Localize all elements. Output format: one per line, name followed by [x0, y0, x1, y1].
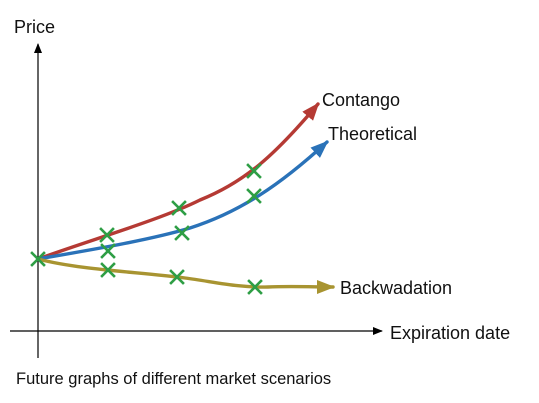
figure-caption: Future graphs of different market scenar…	[16, 370, 331, 388]
backwadation-x-mark-icon	[247, 279, 263, 295]
backwadation-curve	[36, 257, 335, 294]
theoretical-x-mark-icon	[174, 225, 190, 241]
backwadation-x-mark-icon	[100, 262, 116, 278]
contango-x-mark-icon	[171, 200, 187, 216]
theoretical-label: Theoretical	[328, 124, 417, 144]
contango-label: Contango	[322, 90, 400, 110]
contango-x-mark-icon	[246, 163, 262, 179]
backwadation-x-mark-icon	[169, 269, 185, 285]
contango-curve	[36, 102, 320, 261]
theoretical-x-mark-icon	[246, 188, 262, 204]
x-axis-label: Expiration date	[390, 323, 510, 343]
y-axis-label: Price	[14, 17, 55, 37]
theoretical-x-mark-icon	[100, 243, 116, 259]
backwadation-label: Backwadation	[340, 278, 452, 298]
contango-x-mark-icon	[99, 227, 115, 243]
theoretical-curve	[36, 140, 329, 261]
start-x-mark-icon	[30, 251, 46, 267]
